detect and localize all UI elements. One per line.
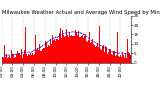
Text: Milwaukee Weather Actual and Average Wind Speed by Minute mph (Last 24 Hours): Milwaukee Weather Actual and Average Win…: [2, 10, 160, 15]
